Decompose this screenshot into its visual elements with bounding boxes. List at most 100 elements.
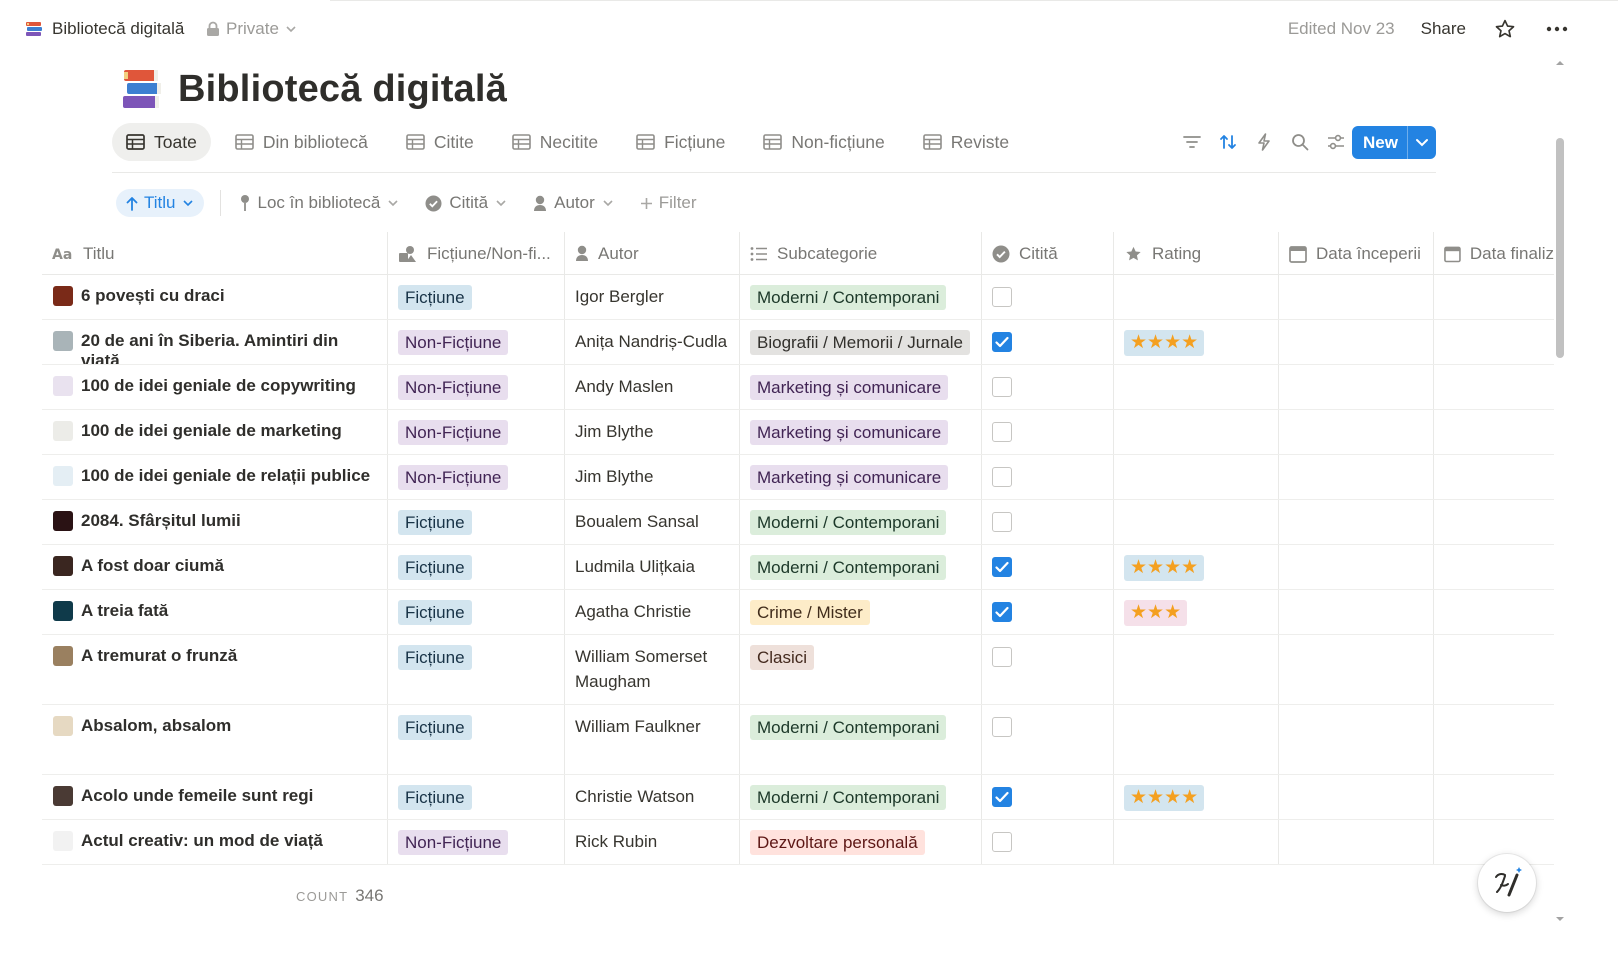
cell-citita[interactable] [982,275,1114,319]
cell-citita[interactable] [982,590,1114,634]
cell-rating[interactable] [1114,410,1279,454]
cell-autor[interactable]: Ludmila Ulițkaia [565,545,740,589]
sort-button[interactable] [1216,130,1240,154]
column-header-subcategorie[interactable]: Subcategorie [740,232,982,275]
filter-loc-in-biblioteca[interactable]: Loc în bibliotecă [239,193,400,213]
cell-data-inceperii[interactable] [1279,705,1434,774]
cell-autor[interactable]: Agatha Christie [565,590,740,634]
cell-citita[interactable] [982,820,1114,864]
cell-subcategorie[interactable]: Moderni / Contemporani [740,500,982,544]
table-row[interactable]: 2084. Sfârșitul lumii Ficțiune Boualem San… [42,500,1554,545]
cell-citita[interactable] [982,635,1114,704]
table-row[interactable]: Actul creativ: un mod de viață Non-Ficțiu… [42,820,1554,865]
cell-autor[interactable]: William Faulkner [565,705,740,774]
read-checkbox[interactable] [992,332,1012,352]
cell-rating[interactable]: ★★★★ [1114,320,1279,364]
cell-rating[interactable]: ★★★ [1114,590,1279,634]
cell-autor[interactable]: Jim Blythe [565,410,740,454]
cell-citita[interactable] [982,500,1114,544]
scroll-up-arrow-icon[interactable] [1552,58,1568,68]
tab-reviste[interactable]: Reviste [909,123,1023,161]
cell-fictiune-non-fictiune[interactable]: Ficțiune [388,500,565,544]
cell-citita[interactable] [982,775,1114,819]
breadcrumb[interactable]: Bibliotecă digitală [24,16,184,42]
cell-citita[interactable] [982,410,1114,454]
cell-rating[interactable] [1114,500,1279,544]
cell-title[interactable]: A tremurat o frunză [42,635,388,704]
cell-subcategorie[interactable]: Moderni / Contemporani [740,705,982,774]
ai-assistant-button[interactable] [1478,854,1536,912]
table-row[interactable]: A fost doar ciumă Ficțiune Ludmila Ulițkai… [42,545,1554,590]
cell-data-inceperii[interactable] [1279,775,1434,819]
cell-autor[interactable]: William Somerset Maugham [565,635,740,704]
cell-subcategorie[interactable]: Moderni / Contemporani [740,275,982,319]
tab-fictiune[interactable]: Ficțiune [622,123,739,161]
cell-autor[interactable]: Boualem Sansal [565,500,740,544]
cell-data-finalizarii[interactable] [1434,275,1554,319]
read-checkbox[interactable] [992,467,1012,487]
cell-subcategorie[interactable]: Clasici [740,635,982,704]
search-button[interactable] [1288,130,1312,154]
cell-fictiune-non-fictiune[interactable]: Ficțiune [388,635,565,704]
cell-citita[interactable] [982,545,1114,589]
cell-fictiune-non-fictiune[interactable]: Non-Ficțiune [388,365,565,409]
cell-data-inceperii[interactable] [1279,365,1434,409]
table-row[interactable]: A tremurat o frunză Ficțiune William Somer… [42,635,1554,705]
cell-fictiune-non-fictiune[interactable]: Non-Ficțiune [388,455,565,499]
cell-rating[interactable] [1114,705,1279,774]
cell-fictiune-non-fictiune[interactable]: Ficțiune [388,275,565,319]
cell-autor[interactable]: Igor Bergler [565,275,740,319]
table-row[interactable]: Acolo unde femeile sunt regi Ficțiune Chri… [42,775,1554,820]
read-checkbox[interactable] [992,422,1012,442]
cell-rating[interactable] [1114,365,1279,409]
cell-autor[interactable]: Andy Maslen [565,365,740,409]
cell-rating[interactable] [1114,275,1279,319]
cell-title[interactable]: A fost doar ciumă [42,545,388,589]
cell-data-inceperii[interactable] [1279,590,1434,634]
column-header-autor[interactable]: Autor [565,232,740,275]
cell-subcategorie[interactable]: Marketing și comunicare [740,455,982,499]
cell-rating[interactable] [1114,455,1279,499]
tab-citite[interactable]: Citite [392,123,488,161]
cell-subcategorie[interactable]: Biografii / Memorii / Jurnale [740,320,982,364]
cell-subcategorie[interactable]: Marketing și comunicare [740,365,982,409]
cell-title[interactable]: Actul creativ: un mod de viață [42,820,388,864]
read-checkbox[interactable] [992,377,1012,397]
tab-necitite[interactable]: Necitite [498,123,612,161]
cell-title[interactable]: 100 de idei geniale de copywriting [42,365,388,409]
cell-rating[interactable]: ★★★★ [1114,775,1279,819]
tab-din-biblioteca[interactable]: Din bibliotecă [221,123,382,161]
cell-data-inceperii[interactable] [1279,275,1434,319]
new-dropdown-button[interactable] [1408,138,1436,147]
tab-toate[interactable]: Toate [112,123,211,161]
cell-autor[interactable]: Christie Watson [565,775,740,819]
column-header-titlu[interactable]: Aa Titlu [42,232,388,275]
cell-fictiune-non-fictiune[interactable]: Ficțiune [388,775,565,819]
cell-title[interactable]: Acolo unde femeile sunt regi [42,775,388,819]
cell-rating[interactable] [1114,820,1279,864]
cell-title[interactable]: 100 de idei geniale de marketing [42,410,388,454]
read-checkbox[interactable] [992,787,1012,807]
cell-data-finalizarii[interactable] [1434,705,1554,774]
cell-data-inceperii[interactable] [1279,820,1434,864]
table-row[interactable]: 20 de ani în Siberia. Amintiri din viață… [42,320,1554,365]
filter-citita[interactable]: Citită [425,193,507,213]
cell-data-inceperii[interactable] [1279,320,1434,364]
column-header-data-finalizarii[interactable]: Data finaliz [1434,232,1554,275]
scroll-down-arrow-icon[interactable] [1552,914,1568,924]
read-checkbox[interactable] [992,717,1012,737]
cell-data-finalizarii[interactable] [1434,365,1554,409]
table-row[interactable]: 100 de idei geniale de relații publice No… [42,455,1554,500]
read-checkbox[interactable] [992,832,1012,852]
tab-non-fictiune[interactable]: Non-ficțiune [749,123,898,161]
cell-title[interactable]: 100 de idei geniale de relații publice [42,455,388,499]
table-row[interactable]: Absalom, absalom Ficțiune William Faulkner… [42,705,1554,775]
automation-button[interactable] [1252,130,1276,154]
read-checkbox[interactable] [992,602,1012,622]
add-filter-button[interactable]: Filter [640,193,697,213]
cell-title[interactable]: Absalom, absalom [42,705,388,774]
cell-subcategorie[interactable]: Marketing și comunicare [740,410,982,454]
filter-autor[interactable]: Autor [533,193,614,213]
cell-title[interactable]: 2084. Sfârșitul lumii [42,500,388,544]
table-row[interactable]: 6 povești cu draci Ficțiune Igor Bergler Mo… [42,275,1554,320]
